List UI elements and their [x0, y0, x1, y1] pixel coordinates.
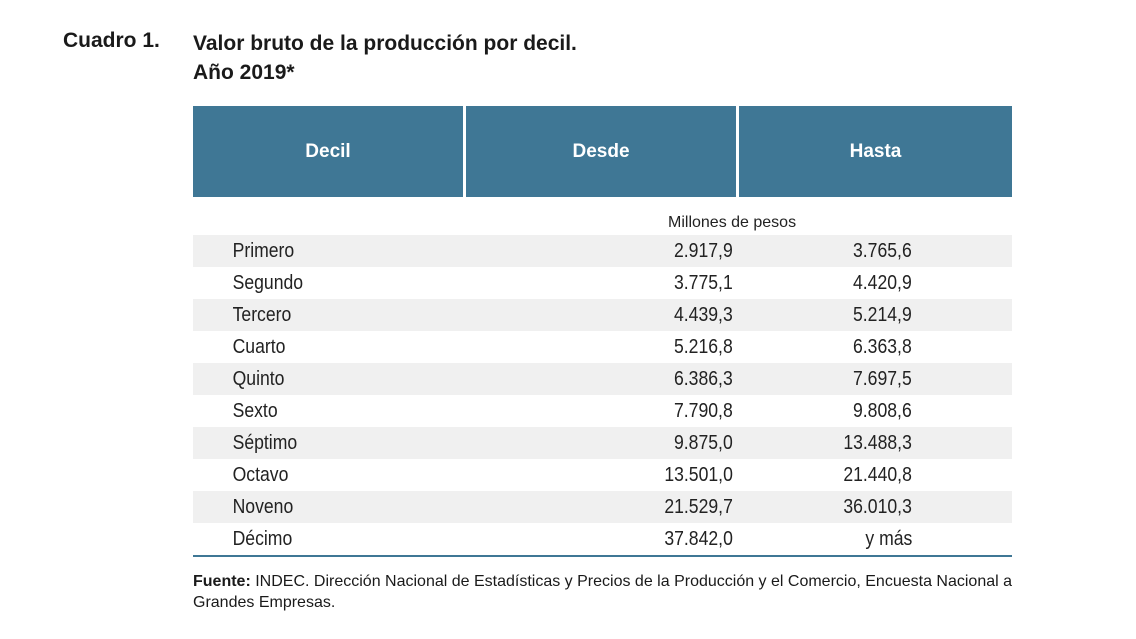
table-row: Quinto 6.386,3 7.697,5: [193, 363, 1012, 395]
cell-desde-value: 4.439,3: [674, 303, 733, 326]
cell-hasta: 5.214,9: [733, 304, 1012, 327]
cell-hasta-value: 13.488,3: [843, 431, 912, 454]
column-header-decil: Decil: [193, 106, 463, 197]
table-title-line-2: Año 2019*: [193, 61, 295, 84]
source-label: Fuente:: [193, 573, 251, 590]
table-number: Cuadro 1.: [63, 29, 160, 52]
cell-hasta: 3.765,6: [733, 240, 1012, 263]
cell-decil: Noveno: [232, 495, 294, 518]
cell-decil: Segundo: [232, 271, 304, 294]
source-text: INDEC. Dirección Nacional de Estadística…: [193, 573, 1013, 611]
cell-desde-value: 7.790,8: [674, 399, 733, 422]
cell-desde: 21.529,7: [463, 496, 733, 519]
cell-hasta-value: 3.765,6: [853, 239, 912, 262]
table-row: Séptimo 9.875,0 13.488,3: [193, 427, 1012, 459]
cell-hasta-value: y más: [865, 527, 912, 550]
cell-desde-value: 6.386,3: [674, 367, 733, 390]
cell-desde: 2.917,9: [463, 240, 733, 263]
cell-hasta: 6.363,8: [733, 336, 1012, 359]
source-note: Fuente: INDEC. Dirección Nacional de Est…: [193, 571, 1023, 613]
table-title: Valor bruto de la producción por decil. …: [193, 29, 577, 87]
table-row: Primero 2.917,9 3.765,6: [193, 235, 1012, 267]
cell-decil: Quinto: [232, 367, 285, 390]
cell-hasta-value: 21.440,8: [843, 463, 912, 486]
table-row: Octavo 13.501,0 21.440,8: [193, 459, 1012, 491]
table-row: Cuarto 5.216,8 6.363,8: [193, 331, 1012, 363]
cell-decil: Primero: [232, 239, 295, 262]
cell-desde: 9.875,0: [463, 432, 733, 455]
table-row: Segundo 3.775,1 4.420,9: [193, 267, 1012, 299]
cell-decil: Sexto: [232, 399, 278, 422]
table-body: Primero 2.917,9 3.765,6 Segundo 3.775,1 4.420…: [193, 235, 1012, 557]
cell-decil: Octavo: [232, 463, 289, 486]
cell-hasta-value: 9.808,6: [853, 399, 912, 422]
table-row: Sexto 7.790,8 9.808,6: [193, 395, 1012, 427]
column-header-hasta: Hasta: [739, 106, 1012, 197]
cell-hasta: 13.488,3: [733, 432, 1012, 455]
table-row: Décimo 37.842,0 y más: [193, 523, 1012, 555]
cell-desde: 4.439,3: [463, 304, 733, 327]
table-title-line-1: Valor bruto de la producción por decil.: [193, 32, 577, 55]
cell-decil: Séptimo: [232, 431, 298, 454]
cell-hasta-value: 6.363,8: [853, 335, 912, 358]
cell-decil: Cuarto: [232, 335, 286, 358]
cell-hasta: 36.010,3: [733, 496, 1012, 519]
cell-decil: Tercero: [232, 303, 292, 326]
cell-desde-value: 37.842,0: [664, 527, 733, 550]
cell-desde: 6.386,3: [463, 368, 733, 391]
cell-desde-value: 5.216,8: [674, 335, 733, 358]
cell-hasta-value: 36.010,3: [843, 495, 912, 518]
cell-hasta: 4.420,9: [733, 272, 1012, 295]
cell-desde: 7.790,8: [463, 400, 733, 423]
table-row: Tercero 4.439,3 5.214,9: [193, 299, 1012, 331]
cell-hasta-value: 7.697,5: [853, 367, 912, 390]
cell-desde-value: 9.875,0: [674, 431, 733, 454]
cell-desde: 5.216,8: [463, 336, 733, 359]
cell-hasta: 21.440,8: [733, 464, 1012, 487]
cell-desde: 37.842,0: [463, 528, 733, 551]
units-label: Millones de pesos: [668, 214, 797, 231]
cell-desde: 13.501,0: [463, 464, 733, 487]
cell-desde-value: 13.501,0: [664, 463, 733, 486]
cell-hasta: 9.808,6: [733, 400, 1012, 423]
column-header-desde: Desde: [466, 106, 736, 197]
data-table: Decil Desde Hasta Millones de pesos Prim…: [193, 106, 1012, 557]
table-row: Noveno 21.529,7 36.010,3: [193, 491, 1012, 523]
cell-desde: 3.775,1: [463, 272, 733, 295]
cell-desde-value: 21.529,7: [664, 495, 733, 518]
cell-hasta: y más: [733, 528, 1012, 551]
cell-desde-value: 3.775,1: [674, 271, 733, 294]
cell-hasta-value: 5.214,9: [853, 303, 912, 326]
cell-hasta: 7.697,5: [733, 368, 1012, 391]
cell-desde-value: 2.917,9: [674, 239, 733, 262]
cell-decil: Décimo: [232, 527, 293, 550]
cell-hasta-value: 4.420,9: [853, 271, 912, 294]
table-header: Decil Desde Hasta: [193, 106, 1012, 197]
